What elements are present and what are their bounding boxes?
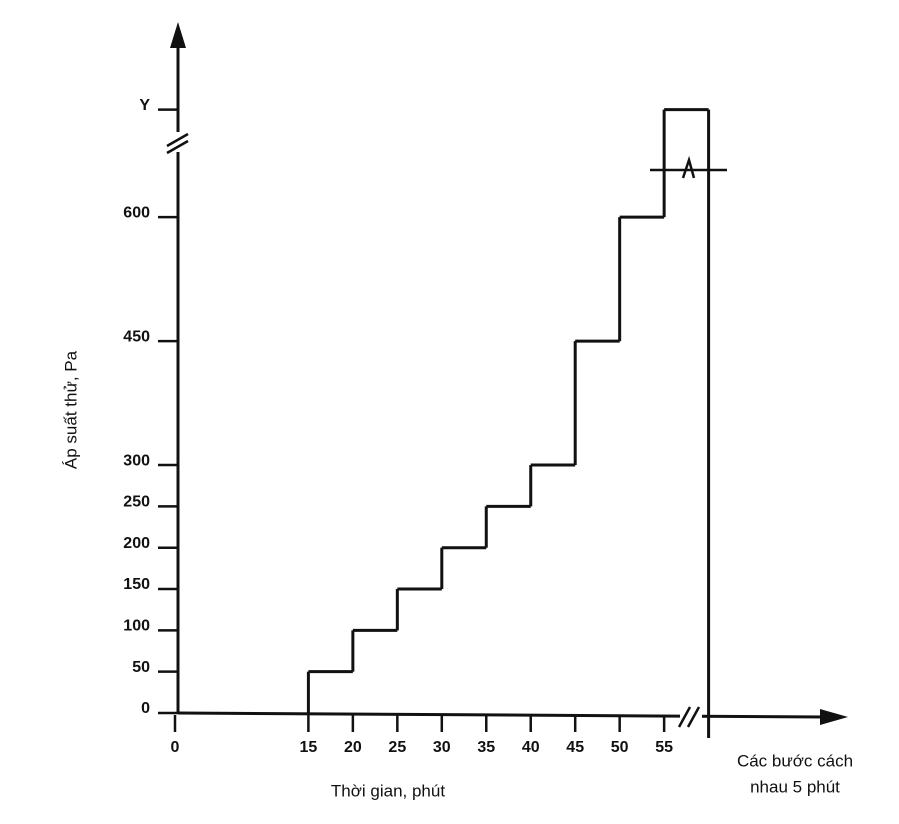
annotation: Các bước cách xyxy=(737,751,853,770)
x-tick-label: 40 xyxy=(522,739,540,756)
y-tick-label: 0 xyxy=(141,700,150,717)
y-tick-label: 250 xyxy=(123,494,150,511)
x-tick-label: 35 xyxy=(477,739,495,756)
axis-break xyxy=(166,132,727,728)
x-tick-label: 0 xyxy=(171,739,180,756)
x-tick-label: 20 xyxy=(344,739,362,756)
x-axis-label: Thời gian, phút xyxy=(331,781,445,800)
y-tick-label: 200 xyxy=(123,535,150,552)
y-tick-label: 100 xyxy=(123,618,150,635)
y-axis-label: Áp suất thử, Pa xyxy=(61,350,80,469)
x-arrow xyxy=(820,709,848,725)
x-tick-label: 45 xyxy=(566,739,584,756)
x-tick-label: 25 xyxy=(388,739,406,756)
y-tick-label: 150 xyxy=(123,576,150,593)
y-tick-label: Y xyxy=(139,97,150,114)
annotation: nhau 5 phút xyxy=(750,777,840,796)
x-axis xyxy=(177,711,826,719)
y-tick-label: 450 xyxy=(123,328,150,345)
y-tick-label: 50 xyxy=(132,659,150,676)
x-tick-label: 55 xyxy=(655,739,673,756)
x-tick-label: 30 xyxy=(433,739,451,756)
y-tick-label: 600 xyxy=(123,204,150,221)
x-tick-label: 50 xyxy=(611,739,629,756)
x-tick-label: 15 xyxy=(300,739,318,756)
y-arrow xyxy=(170,22,186,48)
y-tick-label: 300 xyxy=(123,452,150,469)
